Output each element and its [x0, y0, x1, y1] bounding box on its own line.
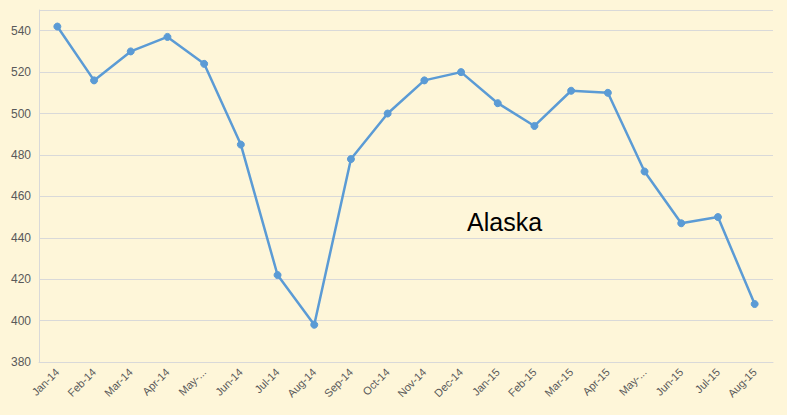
svg-text:Jun-14: Jun-14: [213, 366, 245, 398]
svg-text:Apr-15: Apr-15: [580, 366, 612, 398]
svg-text:Alaska: Alaska: [467, 208, 542, 236]
svg-text:540: 540: [11, 24, 31, 38]
svg-text:Jun-15: Jun-15: [653, 366, 685, 398]
svg-text:May-...: May-...: [617, 366, 649, 398]
svg-text:Aug-15: Aug-15: [725, 366, 759, 400]
svg-text:Dec-14: Dec-14: [432, 366, 466, 400]
svg-text:440: 440: [11, 231, 31, 245]
svg-text:Feb-14: Feb-14: [65, 366, 98, 399]
svg-text:Apr-14: Apr-14: [140, 366, 172, 398]
svg-text:400: 400: [11, 314, 31, 328]
svg-text:460: 460: [11, 189, 31, 203]
svg-text:520: 520: [11, 65, 31, 79]
svg-text:Mar-14: Mar-14: [102, 366, 135, 399]
svg-text:Feb-15: Feb-15: [506, 366, 539, 399]
svg-text:Oct-14: Oct-14: [360, 366, 392, 398]
svg-text:500: 500: [11, 107, 31, 121]
svg-text:Jul-14: Jul-14: [252, 366, 282, 396]
svg-text:380: 380: [11, 355, 31, 369]
svg-text:Jan-14: Jan-14: [29, 366, 61, 398]
svg-text:May-...: May-...: [176, 366, 208, 398]
svg-text:Jan-15: Jan-15: [470, 366, 502, 398]
svg-text:Sep-14: Sep-14: [322, 366, 356, 400]
svg-text:420: 420: [11, 272, 31, 286]
svg-text:Nov-14: Nov-14: [395, 366, 429, 400]
svg-text:Jul-15: Jul-15: [693, 366, 723, 396]
svg-text:480: 480: [11, 148, 31, 162]
svg-text:Mar-15: Mar-15: [542, 366, 575, 399]
svg-text:Aug-14: Aug-14: [285, 366, 319, 400]
